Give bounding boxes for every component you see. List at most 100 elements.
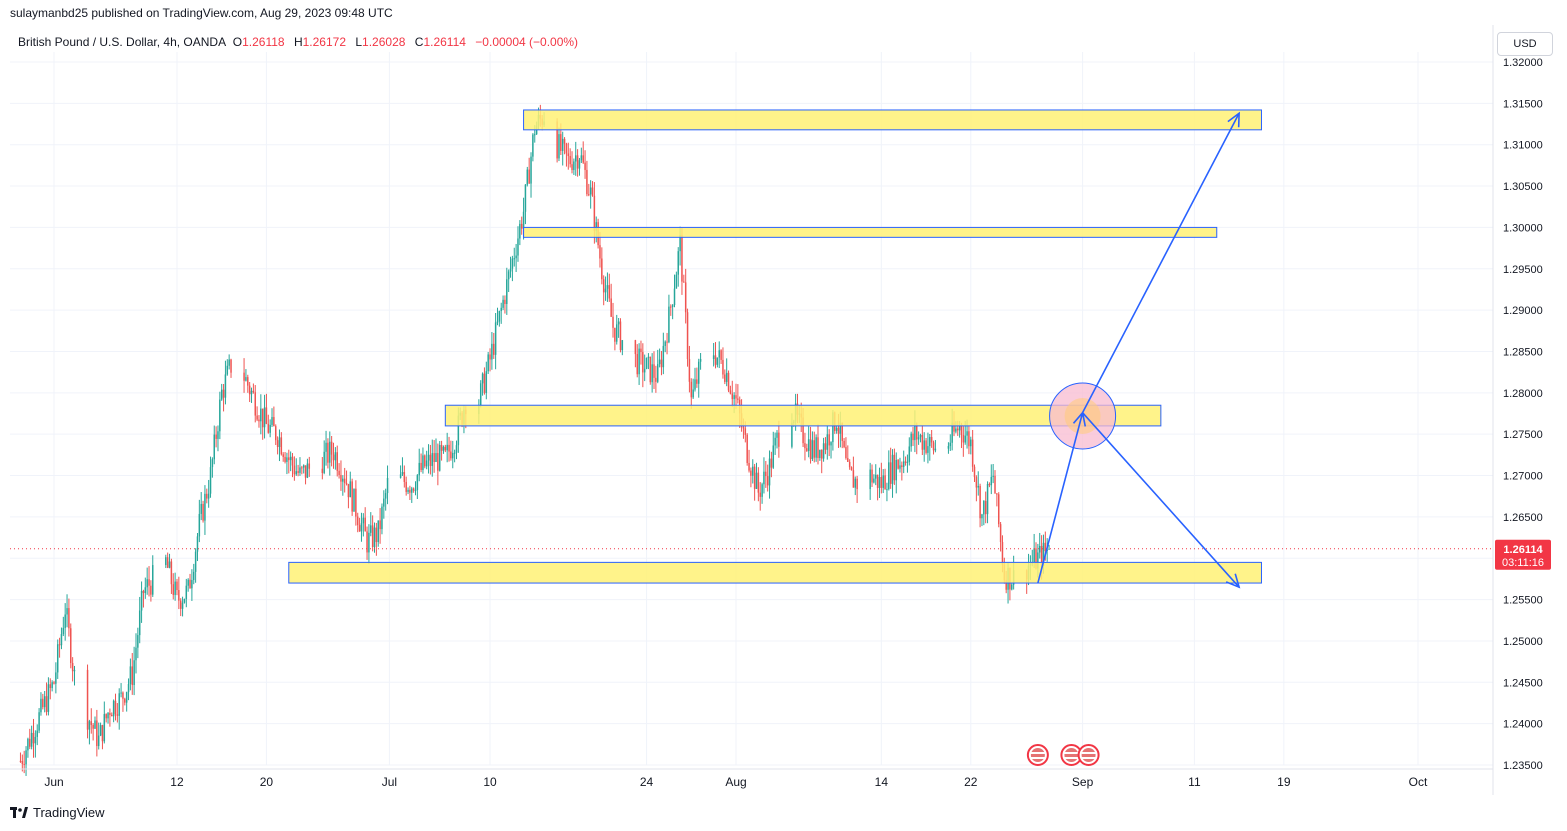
arrow-line[interactable]	[1081, 112, 1240, 414]
event-icon-stripe	[1064, 757, 1079, 759]
candle-down	[727, 372, 730, 391]
candle-down	[23, 763, 25, 765]
candle-down	[640, 348, 642, 353]
candle-up	[88, 721, 91, 730]
candle-up	[500, 307, 502, 312]
candle-down	[493, 343, 495, 355]
candle-down	[742, 426, 745, 429]
candle-up	[949, 442, 952, 447]
currency-button[interactable]: USD	[1497, 32, 1553, 56]
zone-rectangle[interactable]	[523, 109, 1262, 131]
candle-down	[817, 437, 819, 459]
candle-up	[970, 439, 972, 447]
event-icon-stripe	[1030, 752, 1045, 754]
candle-down	[122, 692, 124, 699]
candle-up	[56, 644, 59, 673]
candle-up	[888, 462, 890, 490]
candle-down	[614, 327, 616, 342]
event-icon-stripe	[1081, 757, 1096, 759]
candle-up	[839, 422, 842, 434]
candle-down	[170, 561, 173, 585]
candle-up	[1038, 545, 1041, 553]
candle-up	[1033, 548, 1035, 563]
candle-down	[1035, 548, 1037, 569]
candle-down	[696, 379, 698, 384]
candle-down	[956, 428, 959, 431]
candle-down	[737, 398, 739, 400]
candle-down	[256, 415, 258, 420]
candle-up	[761, 484, 763, 497]
candle-down	[560, 134, 562, 151]
price-tick-label: 1.25500	[1503, 595, 1543, 607]
candle-up	[349, 481, 352, 498]
candle-down	[724, 374, 726, 382]
symbol-legend: British Pound / U.S. Dollar, 4h, OANDA O…	[18, 35, 584, 49]
candle-up	[211, 459, 214, 468]
us-flag-event-icon[interactable]	[1077, 744, 1100, 766]
arrow-line[interactable]	[1037, 412, 1084, 584]
candle-up	[502, 299, 504, 308]
candle-up	[129, 666, 132, 685]
candle-up	[621, 340, 624, 351]
price-tick-label: 1.29500	[1503, 264, 1543, 276]
candle-up	[511, 258, 514, 269]
us-flag-event-icon[interactable]	[1026, 744, 1049, 766]
candle-up	[425, 460, 428, 467]
tradingview-brand[interactable]: TradingView	[10, 805, 105, 820]
candle-down	[330, 441, 333, 455]
candle-down	[202, 503, 204, 521]
candle-down	[288, 457, 290, 461]
candle-up	[522, 211, 525, 229]
candle-down	[71, 662, 74, 672]
candle-up	[854, 478, 857, 488]
candle-down	[683, 281, 685, 283]
publish-info: sulaymanbd25 published on TradingView.co…	[10, 6, 393, 20]
candle-down	[124, 698, 126, 703]
price-tick-label: 1.30500	[1503, 181, 1543, 193]
candle-down	[563, 138, 566, 144]
candle-down	[483, 373, 486, 393]
candle-down	[593, 195, 596, 231]
zone-rectangle[interactable]	[523, 226, 1218, 238]
candle-up	[174, 581, 176, 595]
candle-up	[716, 357, 719, 365]
candle-up	[807, 439, 810, 451]
candle-up	[38, 712, 40, 731]
candle-up	[835, 427, 838, 431]
candle-down	[96, 720, 98, 747]
candle-up	[822, 443, 825, 459]
candle-down	[670, 306, 672, 308]
candle-down	[979, 485, 981, 519]
candle-down	[273, 417, 275, 427]
candle-up	[832, 412, 834, 443]
candle-down	[504, 299, 506, 304]
candle-down	[619, 321, 622, 351]
candle-up	[260, 408, 262, 422]
candle-down	[591, 187, 594, 196]
candle-up	[891, 454, 894, 484]
us-flag-event-icon[interactable]	[1060, 744, 1083, 766]
candle-down	[880, 477, 883, 488]
candle-up	[951, 422, 953, 443]
candle-up	[269, 424, 271, 433]
candle-down	[448, 444, 450, 452]
low-value: 1.26028	[362, 35, 406, 49]
candle-down	[824, 443, 827, 450]
candle-down	[884, 475, 886, 490]
zone-rectangle[interactable]	[288, 561, 1262, 584]
candle-up	[668, 306, 670, 343]
candle-up	[791, 422, 793, 447]
candle-up	[1011, 584, 1013, 590]
candle-down	[962, 434, 965, 443]
event-icon-stripe	[1030, 757, 1045, 759]
arrow-line[interactable]	[1081, 412, 1240, 588]
candle-up	[435, 453, 437, 462]
candle-up	[144, 587, 147, 594]
candle-down	[321, 468, 324, 473]
candle-down	[601, 258, 603, 280]
candle-up	[990, 476, 993, 486]
candle-up	[306, 463, 309, 478]
zone-rectangle[interactable]	[444, 404, 1162, 427]
candle-up	[617, 321, 620, 325]
